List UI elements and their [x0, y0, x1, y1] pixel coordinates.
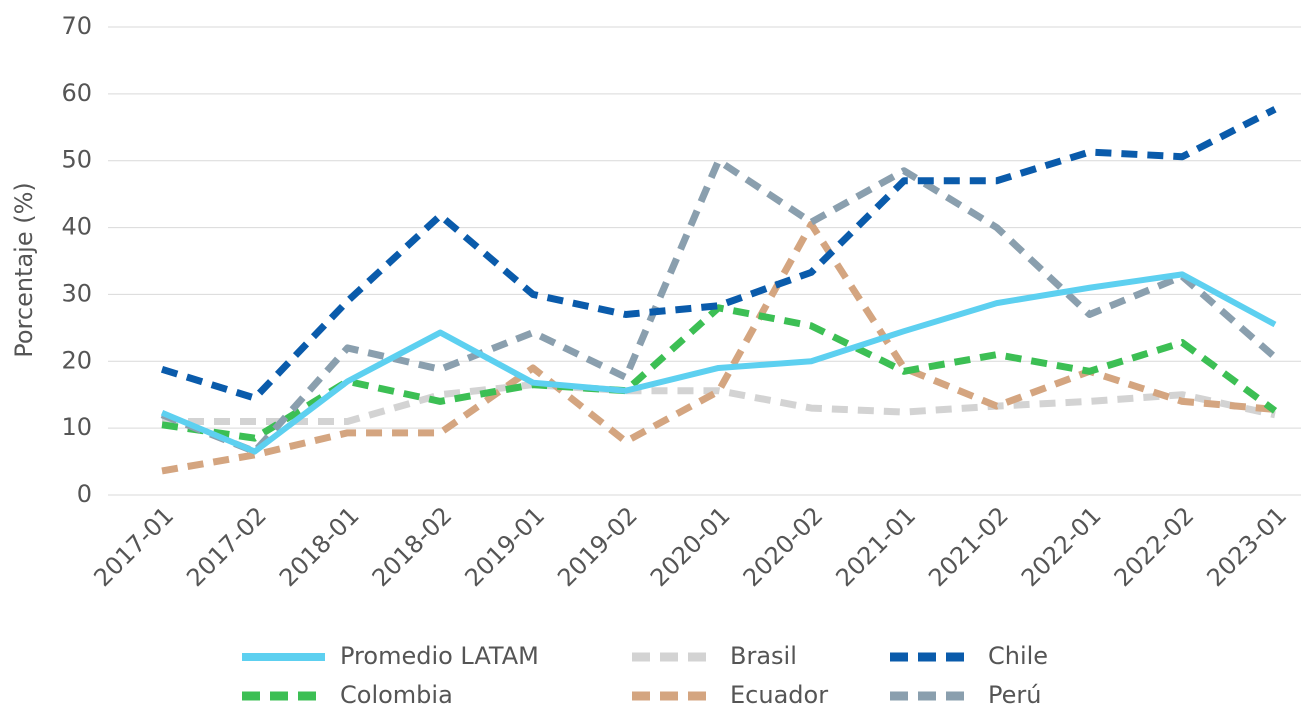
y-tick-label: 30: [61, 279, 92, 307]
x-tick-label: 2021-02: [923, 501, 1014, 592]
legend-label: Promedio LATAM: [340, 642, 539, 670]
x-tick-label: 2017-01: [88, 501, 179, 592]
x-tick-label: 2017-02: [181, 501, 272, 592]
y-tick-label: 10: [61, 413, 92, 441]
x-tick-label: 2022-01: [1016, 501, 1107, 592]
y-tick-label: 0: [77, 480, 92, 508]
series-line: [160, 271, 1277, 455]
x-tick-label: 2019-02: [552, 501, 643, 592]
x-tick-label: 2021-01: [830, 501, 921, 592]
y-tick-label: 50: [61, 146, 92, 174]
x-tick-label: 2018-02: [367, 501, 458, 592]
y-tick-label: 60: [61, 79, 92, 107]
series-line: [160, 157, 1278, 456]
legend-label: Ecuador: [730, 681, 828, 708]
y-tick-label: 20: [61, 346, 92, 374]
legend-label: Chile: [988, 642, 1048, 670]
y-tick-label: 40: [61, 213, 92, 241]
x-tick-label: 2023-01: [1201, 501, 1292, 592]
x-tick-label: 2020-02: [738, 501, 829, 592]
x-tick-label: 2018-01: [274, 501, 365, 592]
y-axis-label: Porcentaje (%): [10, 182, 38, 358]
series-line: [161, 304, 1278, 442]
legend-label: Brasil: [730, 642, 797, 670]
series-line: [160, 106, 1277, 402]
x-tick-label: 2022-02: [1109, 501, 1200, 592]
legend-label: Perú: [988, 681, 1041, 708]
x-tick-label: 2019-01: [459, 501, 550, 592]
x-tick-label: 2020-01: [645, 501, 736, 592]
series-line: [162, 381, 1276, 425]
y-tick-label: 70: [61, 12, 92, 40]
legend-label: Colombia: [340, 681, 453, 708]
series-line: [161, 220, 1276, 475]
